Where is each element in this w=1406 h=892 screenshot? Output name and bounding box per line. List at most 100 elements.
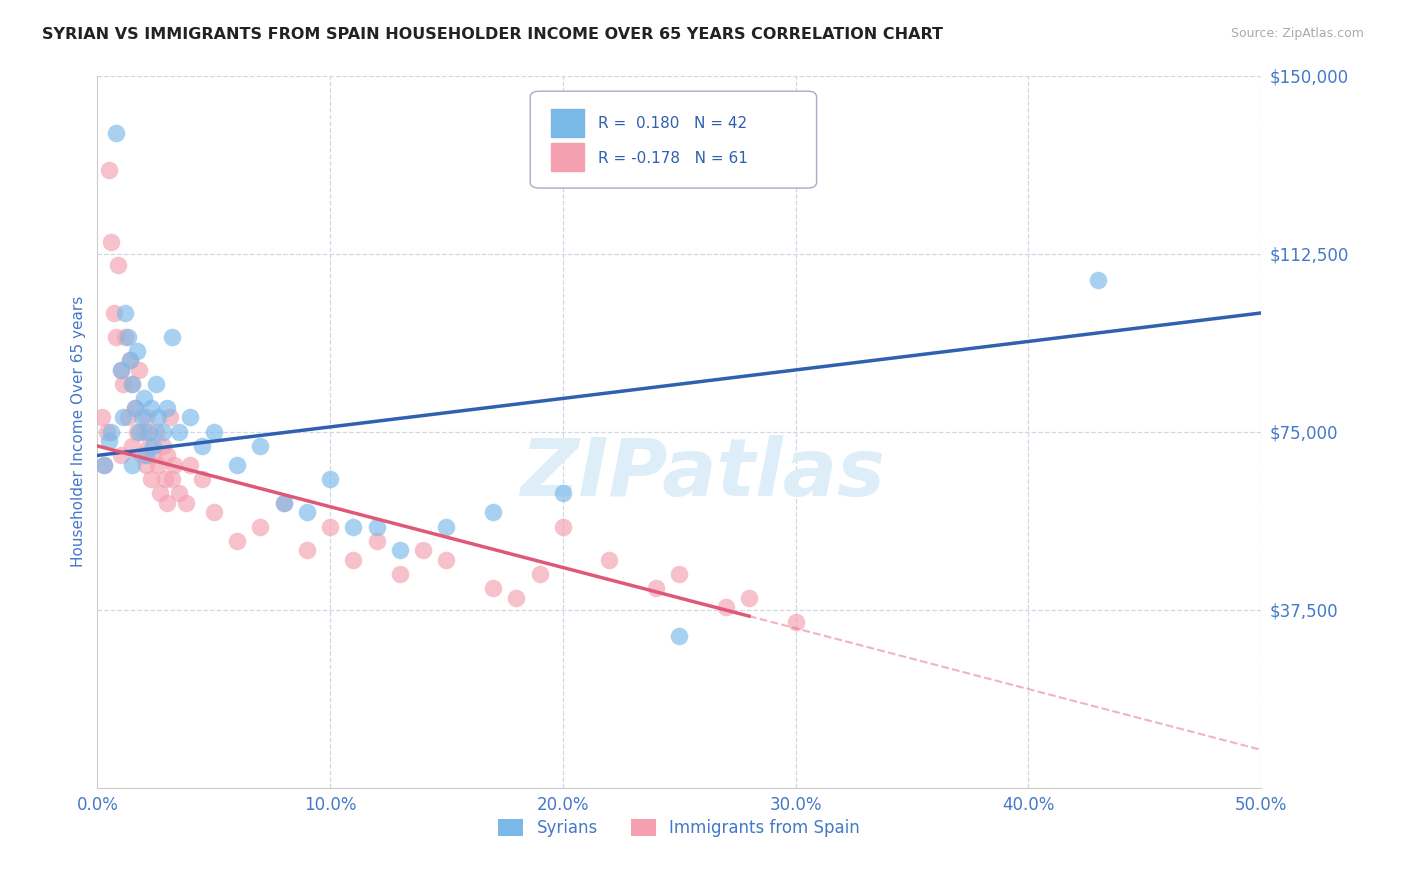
Point bbox=[319, 472, 342, 486]
Point bbox=[135, 458, 157, 472]
Point bbox=[111, 377, 134, 392]
Point bbox=[111, 410, 134, 425]
Point bbox=[91, 410, 114, 425]
Point bbox=[124, 401, 146, 415]
Point bbox=[273, 496, 295, 510]
Point bbox=[249, 519, 271, 533]
Text: SYRIAN VS IMMIGRANTS FROM SPAIN HOUSEHOLDER INCOME OVER 65 YEARS CORRELATION CHA: SYRIAN VS IMMIGRANTS FROM SPAIN HOUSEHOL… bbox=[42, 27, 943, 42]
Point bbox=[436, 519, 458, 533]
Point bbox=[110, 449, 132, 463]
Point bbox=[505, 591, 527, 605]
Point bbox=[226, 458, 249, 472]
Point bbox=[366, 533, 388, 548]
Point bbox=[131, 449, 153, 463]
Point bbox=[159, 410, 181, 425]
Point bbox=[121, 458, 143, 472]
Point bbox=[132, 425, 155, 439]
Point bbox=[342, 519, 364, 533]
Point bbox=[551, 486, 574, 500]
Point bbox=[1087, 273, 1109, 287]
Point bbox=[135, 449, 157, 463]
Point bbox=[142, 439, 165, 453]
Point bbox=[412, 543, 434, 558]
Bar bbox=[551, 143, 583, 171]
Point bbox=[202, 425, 225, 439]
Point bbox=[342, 553, 364, 567]
Point bbox=[103, 306, 125, 320]
Point bbox=[93, 458, 115, 472]
Text: ZIPatlas: ZIPatlas bbox=[520, 435, 884, 514]
Point bbox=[107, 259, 129, 273]
Point bbox=[117, 329, 139, 343]
Text: R = -0.178   N = 61: R = -0.178 N = 61 bbox=[598, 151, 748, 166]
Point bbox=[104, 126, 127, 140]
Point bbox=[160, 472, 183, 486]
Point bbox=[366, 519, 388, 533]
Point bbox=[114, 329, 136, 343]
Point bbox=[139, 472, 162, 486]
Point bbox=[645, 582, 668, 596]
Point bbox=[738, 591, 761, 605]
Point bbox=[156, 496, 179, 510]
Point bbox=[273, 496, 295, 510]
Point bbox=[138, 425, 160, 439]
Point bbox=[118, 353, 141, 368]
Point bbox=[128, 363, 150, 377]
Point bbox=[714, 600, 737, 615]
Point bbox=[131, 410, 153, 425]
Point bbox=[118, 353, 141, 368]
Point bbox=[295, 543, 318, 558]
Legend: Syrians, Immigrants from Spain: Syrians, Immigrants from Spain bbox=[492, 812, 868, 844]
Point bbox=[156, 401, 179, 415]
Point bbox=[668, 629, 690, 643]
Point bbox=[598, 553, 620, 567]
Point bbox=[551, 519, 574, 533]
Point bbox=[98, 434, 121, 449]
Point bbox=[121, 377, 143, 392]
Point bbox=[146, 410, 169, 425]
Point bbox=[152, 425, 174, 439]
Bar bbox=[551, 109, 583, 136]
Point bbox=[149, 486, 172, 500]
Point bbox=[179, 458, 201, 472]
Point bbox=[156, 449, 179, 463]
Point bbox=[124, 401, 146, 415]
Point bbox=[110, 363, 132, 377]
Point bbox=[153, 472, 176, 486]
Point bbox=[146, 458, 169, 472]
Point bbox=[226, 533, 249, 548]
Point bbox=[668, 567, 690, 582]
Point bbox=[110, 363, 132, 377]
Point bbox=[174, 496, 197, 510]
Text: Source: ZipAtlas.com: Source: ZipAtlas.com bbox=[1230, 27, 1364, 40]
Point bbox=[191, 439, 214, 453]
Text: R =  0.180   N = 42: R = 0.180 N = 42 bbox=[598, 117, 747, 131]
Point bbox=[138, 439, 160, 453]
Point bbox=[319, 519, 342, 533]
Point bbox=[117, 410, 139, 425]
Point bbox=[152, 439, 174, 453]
Point bbox=[132, 392, 155, 406]
Point bbox=[167, 486, 190, 500]
Point bbox=[167, 425, 190, 439]
Point bbox=[785, 615, 807, 629]
Point bbox=[139, 401, 162, 415]
Point bbox=[436, 553, 458, 567]
Point bbox=[388, 567, 411, 582]
Point bbox=[160, 329, 183, 343]
Y-axis label: Householder Income Over 65 years: Householder Income Over 65 years bbox=[72, 296, 86, 567]
Point bbox=[121, 439, 143, 453]
Point bbox=[482, 505, 505, 519]
Point bbox=[163, 458, 186, 472]
Point bbox=[249, 439, 271, 453]
Point bbox=[388, 543, 411, 558]
Point bbox=[96, 425, 118, 439]
Point bbox=[529, 567, 551, 582]
Point bbox=[125, 343, 148, 358]
Point bbox=[121, 377, 143, 392]
Point bbox=[114, 306, 136, 320]
Point bbox=[98, 163, 121, 178]
Point bbox=[142, 449, 165, 463]
Point bbox=[145, 377, 167, 392]
Point bbox=[100, 235, 122, 249]
